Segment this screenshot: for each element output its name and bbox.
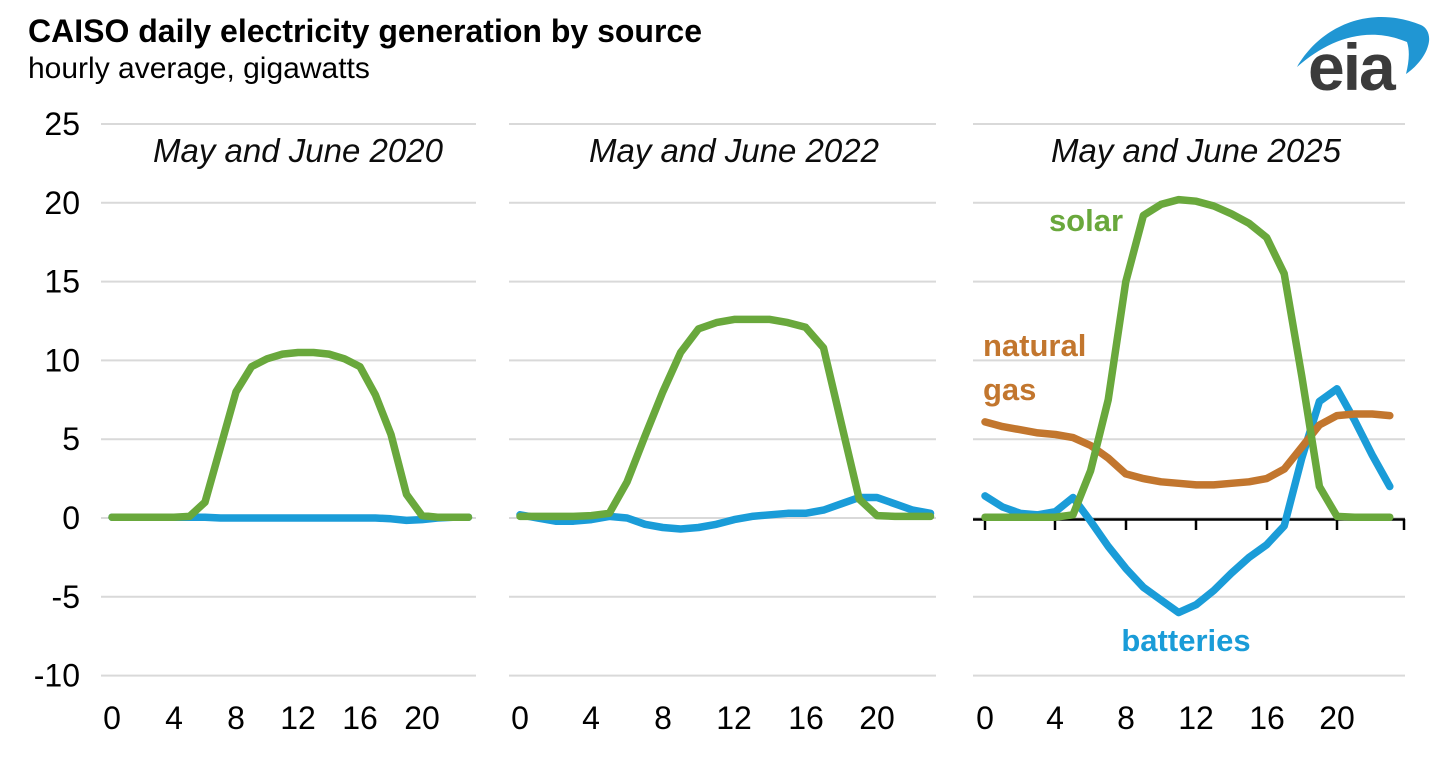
x-tick-label: 8 xyxy=(654,700,672,736)
series-line-solar xyxy=(108,348,473,521)
panel-title: May and June 2020 xyxy=(153,132,444,169)
batteries-label-line: batteries xyxy=(1121,623,1250,658)
x-tick-label: 8 xyxy=(227,700,245,736)
y-tick-label: 5 xyxy=(62,421,80,457)
x-tick-label: 12 xyxy=(280,700,316,736)
y-tick-label: -10 xyxy=(34,658,80,694)
eia-logo-text: eia xyxy=(1308,30,1396,104)
solar-label-line: solar xyxy=(1049,203,1123,238)
eia-swoosh-path xyxy=(1297,17,1430,74)
series-line-solar xyxy=(981,195,1394,521)
series-line-batteries xyxy=(981,385,1394,617)
chart-header: CAISO daily electricity generation by so… xyxy=(28,12,702,86)
page-subtitle: hourly average, gigawatts xyxy=(28,52,370,85)
x-tick-label: 16 xyxy=(788,700,824,736)
natural-gas-label: natural gas xyxy=(983,328,1086,407)
panel-title: May and June 2025 xyxy=(1051,132,1342,169)
x-tick-label: 16 xyxy=(1249,700,1285,736)
x-tick-label: 20 xyxy=(404,700,440,736)
y-tick-label: 20 xyxy=(44,185,80,221)
x-tick-label: 12 xyxy=(716,700,752,736)
series-line-natural_gas xyxy=(981,410,1394,489)
x-tick-label: 4 xyxy=(165,700,183,736)
x-tick-label: 12 xyxy=(1178,700,1214,736)
x-tick-label: 20 xyxy=(1319,700,1355,736)
y-tick-label: 10 xyxy=(44,342,80,378)
panel-title: May and June 2022 xyxy=(589,132,879,169)
x-tick-label: 8 xyxy=(1117,700,1135,736)
x-tick-label: 16 xyxy=(342,700,378,736)
x-tick-label: 0 xyxy=(511,700,529,736)
y-tick-label: 15 xyxy=(44,264,80,300)
natural-gas-label-line: natural xyxy=(983,328,1086,363)
series-line-solar xyxy=(516,315,935,521)
x-tick-label: 4 xyxy=(582,700,600,736)
eia-swoosh-icon xyxy=(1297,17,1430,74)
eia-logo: eia xyxy=(1294,4,1436,106)
x-tick-label: 20 xyxy=(859,700,895,736)
page-title: CAISO daily electricity generation by so… xyxy=(28,13,702,49)
y-tick-label: 25 xyxy=(44,106,80,142)
batteries-label: batteries xyxy=(1121,623,1250,658)
natural-gas-label-line: gas xyxy=(983,372,1036,407)
x-tick-label: 4 xyxy=(1046,700,1064,736)
x-tick-label: 0 xyxy=(103,700,121,736)
x-tick-label: 0 xyxy=(976,700,994,736)
solar-label: solar xyxy=(1049,203,1123,238)
y-tick-label: 0 xyxy=(62,500,80,536)
y-tick-label: -5 xyxy=(52,579,80,615)
